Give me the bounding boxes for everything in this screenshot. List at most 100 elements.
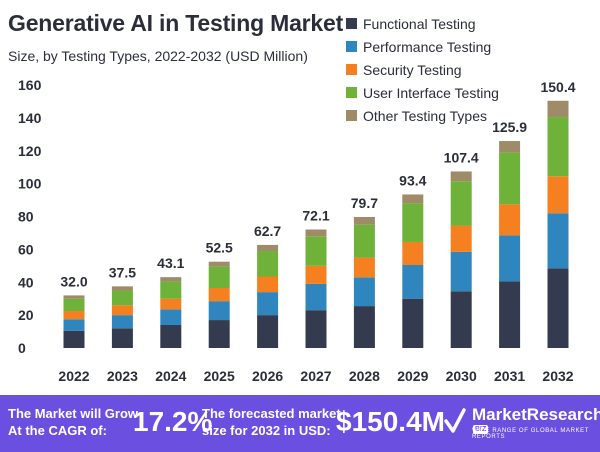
x-tick-label-2027: 2027 [300, 368, 331, 384]
legend-label-security: Security Testing [363, 61, 462, 78]
bar-segment-2027-3 [305, 236, 327, 266]
bar-segment-2024-0 [160, 324, 182, 348]
bar-segment-2027-2 [305, 265, 327, 284]
legend-swatch-performance [346, 41, 357, 52]
data-label-2032: 150.4 [540, 79, 575, 95]
legend-item-security: Security Testing [346, 58, 499, 81]
legend-label-other: Other Testing Types [363, 107, 487, 124]
bar-segment-2028-4 [353, 216, 375, 225]
bar-segment-2031-4 [499, 141, 521, 153]
bar-segment-2029-3 [402, 203, 424, 242]
forecast-text: The forecasted market size for 2032 in U… [202, 405, 341, 439]
x-tick-label-2024: 2024 [155, 368, 186, 384]
x-tick-label-2026: 2026 [252, 368, 283, 384]
bar-segment-2025-3 [208, 266, 230, 289]
bar-segment-2024-3 [160, 281, 182, 299]
footer-banner: The Market will Grow At the CAGR of: 17.… [0, 395, 600, 452]
data-label-2031: 125.9 [492, 119, 527, 135]
legend-item-ui: User Interface Testing [346, 81, 499, 104]
cagr-text-line1: The Market will Grow [8, 406, 139, 421]
bar-segment-2022-4 [63, 295, 85, 299]
bar-segment-2029-1 [402, 264, 424, 299]
bar-segment-2025-1 [208, 301, 230, 321]
bar-segment-2027-1 [305, 283, 327, 311]
legend-swatch-functional [346, 18, 357, 29]
bar-segment-2022-2 [63, 311, 85, 320]
x-tick-label-2023: 2023 [107, 368, 138, 384]
x-tick-label-2032: 2032 [542, 368, 573, 384]
bar-segment-2030-2 [450, 225, 472, 252]
data-label-2028: 79.7 [351, 195, 378, 211]
cagr-text-line2: At the CAGR of: [8, 423, 107, 438]
legend-swatch-security [346, 64, 357, 75]
legend-label-ui: User Interface Testing [363, 84, 499, 101]
bar-segment-2029-4 [402, 194, 424, 204]
stacked-bar-chart: 0 20 40 60 80 100 120 140 160 32.0 2022 37.5 2023 43.… [18, 77, 576, 384]
y-tick-label-40: 40 [18, 274, 34, 290]
bar-segment-2024-4 [160, 277, 182, 282]
data-label-2030: 107.4 [444, 149, 479, 165]
legend-item-other: Other Testing Types [346, 104, 499, 127]
bar-segment-2024-1 [160, 309, 182, 325]
bar-segment-2032-3 [547, 117, 569, 177]
bar-segment-2026-0 [257, 315, 279, 348]
legend-label-performance: Performance Testing [363, 38, 492, 55]
bar-segment-2032-4 [547, 100, 569, 118]
x-tick-label-2025: 2025 [204, 368, 235, 384]
chart-subtitle: Size, by Testing Types, 2022-2032 (USD M… [8, 48, 308, 64]
brand-tagline: WIDE RANGE OF GLOBAL MARKET REPORTS [472, 428, 589, 440]
cagr-value: 17.2% [133, 406, 213, 437]
bar-segment-2027-4 [305, 229, 327, 237]
y-tick-label-80: 80 [18, 209, 34, 225]
y-tick-label-20: 20 [18, 307, 34, 323]
bar-segment-2026-4 [257, 244, 279, 252]
x-tick-label-2029: 2029 [397, 368, 428, 384]
y-tick-label-120: 120 [18, 143, 42, 159]
bar-segment-2023-2 [111, 305, 133, 316]
bar-segment-2030-0 [450, 291, 472, 348]
brand-check-icon [444, 408, 466, 433]
legend-item-functional: Functional Testing [346, 12, 499, 35]
bar-segment-2028-1 [353, 277, 375, 307]
y-tick-label-100: 100 [18, 176, 42, 192]
bar-segment-2024-2 [160, 298, 182, 310]
bar-segment-2025-0 [208, 320, 230, 348]
bar-segment-2032-0 [547, 268, 569, 348]
bar-segment-2023-1 [111, 315, 133, 329]
bar-segment-2032-1 [547, 213, 569, 269]
y-tick-label-140: 140 [18, 110, 42, 126]
y-tick-label-60: 60 [18, 241, 34, 257]
brand-badge: BIZ [473, 425, 489, 434]
bar-segment-2022-0 [63, 330, 85, 348]
bar-segment-2031-3 [499, 152, 521, 205]
bar-segment-2022-1 [63, 319, 85, 331]
data-label-2029: 93.4 [399, 172, 426, 188]
forecast-value: $150.4M [336, 406, 445, 437]
x-tick-label-2031: 2031 [494, 368, 525, 384]
data-label-2027: 72.1 [302, 207, 329, 223]
y-tick-label-0: 0 [18, 340, 26, 356]
bar-segment-2028-0 [353, 306, 375, 348]
bar-segment-2026-3 [257, 251, 279, 277]
bar-segment-2029-0 [402, 298, 424, 348]
data-label-2025: 52.5 [206, 240, 233, 256]
bar-segment-2026-1 [257, 292, 279, 316]
y-tick-label-160: 160 [18, 77, 42, 93]
data-label-2024: 43.1 [157, 255, 184, 271]
data-label-2022: 32.0 [60, 273, 87, 289]
data-label-2026: 62.7 [254, 223, 281, 239]
bar-segment-2030-4 [450, 171, 472, 182]
bar-segment-2030-1 [450, 251, 472, 292]
chart-title: Generative AI in Testing Market [8, 10, 344, 36]
bar-segment-2031-0 [499, 281, 521, 348]
bar-segment-2023-0 [111, 328, 133, 348]
legend: Functional Testing Performance Testing S… [346, 12, 499, 127]
bar-segment-2022-3 [63, 298, 85, 312]
brand-logo: MarketResearchBIZ [472, 405, 600, 445]
bar-segment-2025-4 [208, 261, 230, 267]
forecast-text-line1: The forecasted market [202, 406, 341, 421]
legend-swatch-other [346, 110, 357, 121]
bar-segment-2030-3 [450, 181, 472, 226]
bar-segment-2029-2 [402, 241, 424, 265]
cagr-text: The Market will Grow At the CAGR of: [8, 405, 138, 439]
